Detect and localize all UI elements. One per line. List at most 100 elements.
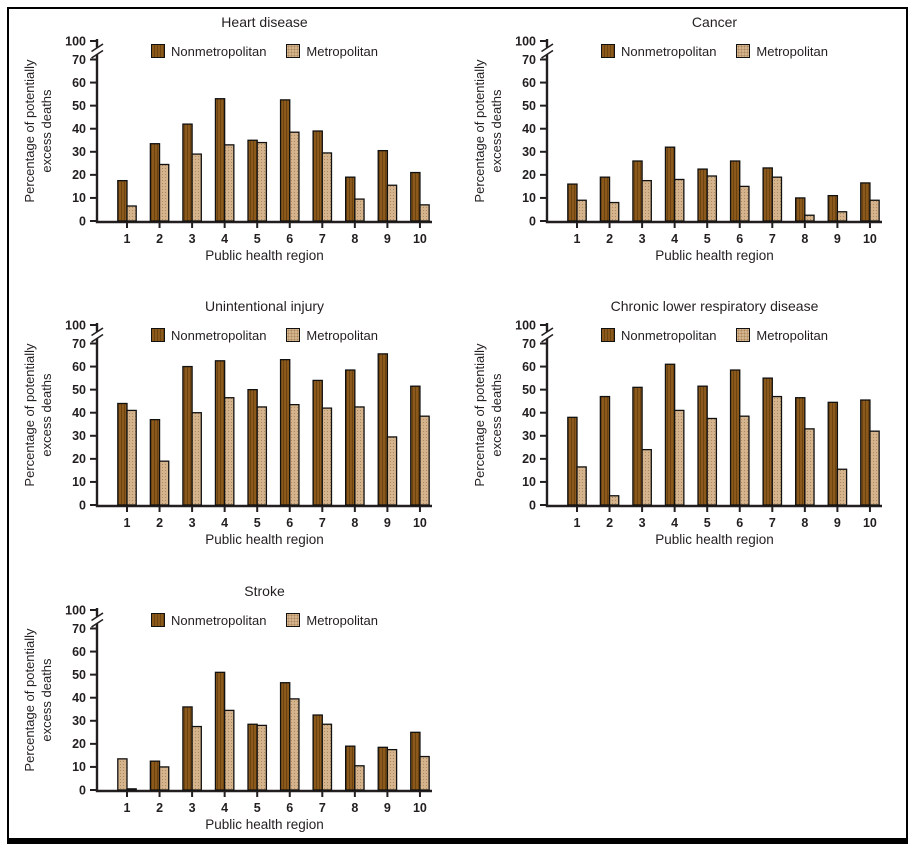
x-axis-label: Public health region: [205, 248, 324, 263]
x-tick-label: 5: [704, 232, 711, 246]
y-tick-label: 10: [522, 475, 536, 489]
bar-metropolitan-region-9: [386, 436, 398, 506]
bar-nonmetropolitan-region-6: [279, 682, 291, 791]
y-tick-label: 50: [72, 668, 86, 682]
y-axis-label-line2: excess deaths: [39, 373, 54, 457]
chart-stroke: 0 10 20 30 40 50 60 70 100 1 2 3 4 5 6 7 8 9 10 Stroke Non…: [8, 577, 455, 841]
legend: Nonmetropolitan Metropolitan: [97, 612, 432, 628]
y-axis-label: Percentage of potentially excess deaths: [21, 315, 57, 515]
chart-heart-disease: 0 10 20 30 40 50 60 70 100 1 2 3 4 5 6 7 8 9 10 Heart dise…: [8, 8, 455, 272]
bar-metropolitan-region-2: [158, 460, 170, 506]
x-tick-label: 6: [286, 516, 293, 530]
legend-label: Nonmetropolitan: [171, 43, 267, 59]
y-tick-label: 10: [72, 475, 86, 489]
y-axis-label-line2: excess deaths: [489, 89, 504, 173]
x-tick-label: 3: [189, 516, 196, 530]
bar-nonmetropolitan-region-1: [126, 788, 137, 791]
bar-metropolitan-region-9: [386, 184, 398, 222]
bar-plot: 0 10 20 30 40 50 60 70 100 1 2 3 4 5 6 7 8 9 10: [65, 603, 432, 815]
bar-plot: 0 10 20 30 40 50 60 70 100 1 2 3 4 5 6 7 8 9 10: [515, 318, 882, 530]
bar-metropolitan-region-10: [419, 755, 430, 791]
y-tick-label: 60: [522, 360, 536, 374]
y-tick-label: 70: [72, 53, 86, 67]
axis-break-mark: [91, 327, 104, 337]
x-tick-label: 2: [156, 516, 163, 530]
chart-title: Cancer: [691, 14, 738, 30]
x-tick-label: 8: [351, 801, 358, 815]
x-tick-label: 7: [319, 801, 326, 815]
bar-metropolitan-region-7: [321, 152, 333, 222]
bar-nonmetropolitan-region-4: [664, 363, 676, 506]
x-tick-label: 2: [606, 516, 613, 530]
axis-break-mark: [91, 43, 104, 53]
x-tick-label: 5: [254, 232, 261, 246]
x-tick-label: 9: [384, 232, 391, 246]
bar-nonmetropolitan-region-8: [344, 176, 356, 222]
bar-metropolitan-region-5: [706, 175, 718, 222]
bar-metropolitan-region-4: [223, 144, 235, 222]
y-tick-label: 60: [72, 76, 86, 90]
bar-metropolitan-region-1: [576, 199, 587, 222]
bar-nonmetropolitan-region-9: [827, 401, 839, 506]
bar-nonmetropolitan-region-3: [182, 123, 193, 222]
x-tick-label: 8: [801, 516, 808, 530]
bar-nonmetropolitan-region-7: [312, 130, 323, 222]
bar-metropolitan-region-10: [869, 199, 880, 222]
bar-metropolitan-region-5: [706, 417, 718, 506]
y-tick-label: 10: [72, 760, 86, 774]
bar-nonmetropolitan-region-1: [117, 179, 128, 222]
x-tick-label: 4: [221, 801, 228, 815]
legend-swatch-metropolitan: [286, 613, 301, 627]
x-tick-label: 7: [769, 232, 776, 246]
y-tick-label: 50: [522, 99, 536, 113]
bar-nonmetropolitan-region-6: [729, 160, 741, 222]
bar-nonmetropolitan-region-10: [860, 182, 871, 222]
y-axis-label: Percentage of potentially excess deaths: [471, 315, 507, 515]
y-axis-label: Percentage of potentially excess deaths: [21, 31, 57, 231]
x-tick-label: 4: [671, 232, 678, 246]
axis-break-mark: [541, 49, 554, 59]
bar-metropolitan-region-7: [321, 723, 333, 791]
chart-cancer: 0 10 20 30 40 50 60 70 100 1 2 3 4 5 6 7 8 9 10 Cancer Non…: [458, 8, 905, 272]
x-axis-label: Public health region: [205, 817, 324, 832]
x-tick-label: 5: [704, 516, 711, 530]
bar-nonmetropolitan-region-1: [117, 402, 128, 506]
bar-metropolitan-region-7: [771, 395, 783, 506]
y-axis-label-line2: excess deaths: [489, 373, 504, 457]
y-tick-label: 100: [515, 34, 536, 48]
legend-label: Nonmetropolitan: [171, 612, 267, 628]
y-tick-label: 50: [72, 383, 86, 397]
bar-metropolitan-region-3: [191, 153, 202, 222]
y-tick-label: 0: [79, 783, 86, 797]
x-tick-label: 2: [606, 232, 613, 246]
legend-swatch-nonmetropolitan: [151, 44, 166, 58]
bar-nonmetropolitan-region-2: [149, 418, 161, 506]
bar-plot: 0 10 20 30 40 50 60 70 100 1 2 3 4 5 6 7 8 9 10: [515, 34, 882, 246]
chart-chronic-lower-respiratory-disease: 0 10 20 30 40 50 60 70 100 1 2 3 4 5 6 7 8 9 10 Chronic lo…: [458, 292, 905, 556]
bar-metropolitan-region-6: [289, 403, 300, 506]
y-tick-label: 60: [72, 645, 86, 659]
legend-label: Metropolitan: [306, 43, 378, 59]
x-tick-label: 3: [639, 516, 646, 530]
chart-title: Stroke: [244, 583, 285, 599]
x-tick-label: 9: [384, 801, 391, 815]
legend-swatch-metropolitan: [286, 328, 301, 342]
bar-metropolitan-region-2: [608, 495, 620, 506]
x-tick-label: 10: [413, 516, 427, 530]
y-tick-label: 70: [522, 53, 536, 67]
axis-break-mark: [91, 612, 104, 622]
y-axis-label: Percentage of potentially excess deaths: [21, 600, 57, 800]
x-axis-label: Public health region: [655, 248, 774, 263]
x-tick-label: 8: [351, 232, 358, 246]
bar-nonmetropolitan-region-10: [410, 731, 421, 791]
bar-nonmetropolitan-region-8: [794, 397, 806, 506]
bar-nonmetropolitan-region-6: [279, 359, 291, 506]
x-tick-label: 7: [769, 516, 776, 530]
bar-nonmetropolitan-region-6: [729, 369, 741, 506]
y-tick-label: 100: [65, 34, 86, 48]
legend-label: Metropolitan: [756, 43, 828, 59]
bar-nonmetropolitan-region-7: [312, 379, 323, 506]
bar-metropolitan-region-8: [354, 198, 365, 222]
x-tick-label: 9: [384, 516, 391, 530]
bar-nonmetropolitan-region-8: [344, 745, 356, 791]
